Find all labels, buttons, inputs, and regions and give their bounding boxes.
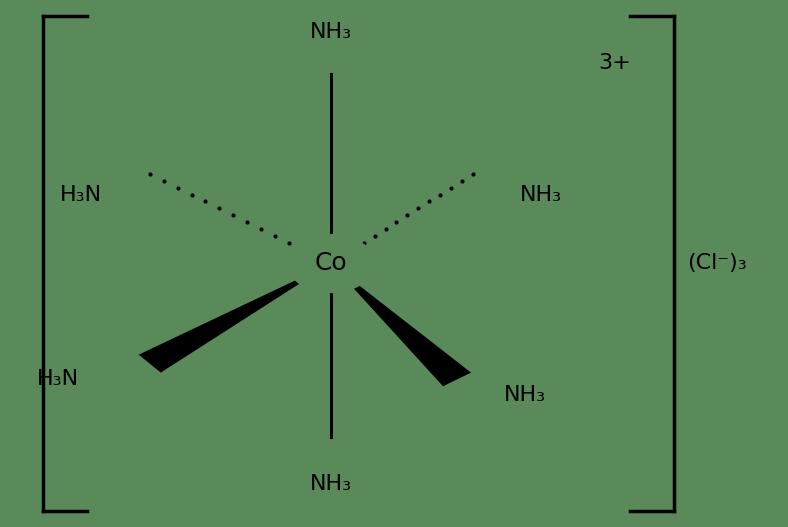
- Text: NH₃: NH₃: [310, 474, 352, 494]
- Text: NH₃: NH₃: [520, 185, 562, 205]
- Text: NH₃: NH₃: [310, 22, 352, 42]
- Text: NH₃: NH₃: [504, 385, 546, 405]
- Polygon shape: [331, 264, 471, 386]
- Text: H₃N: H₃N: [37, 369, 79, 389]
- Text: Co: Co: [314, 251, 348, 276]
- Text: 3+: 3+: [598, 53, 631, 73]
- Circle shape: [288, 235, 374, 292]
- Text: (Cl⁻)₃: (Cl⁻)₃: [687, 253, 747, 274]
- Polygon shape: [139, 264, 331, 373]
- Text: H₃N: H₃N: [61, 185, 102, 205]
